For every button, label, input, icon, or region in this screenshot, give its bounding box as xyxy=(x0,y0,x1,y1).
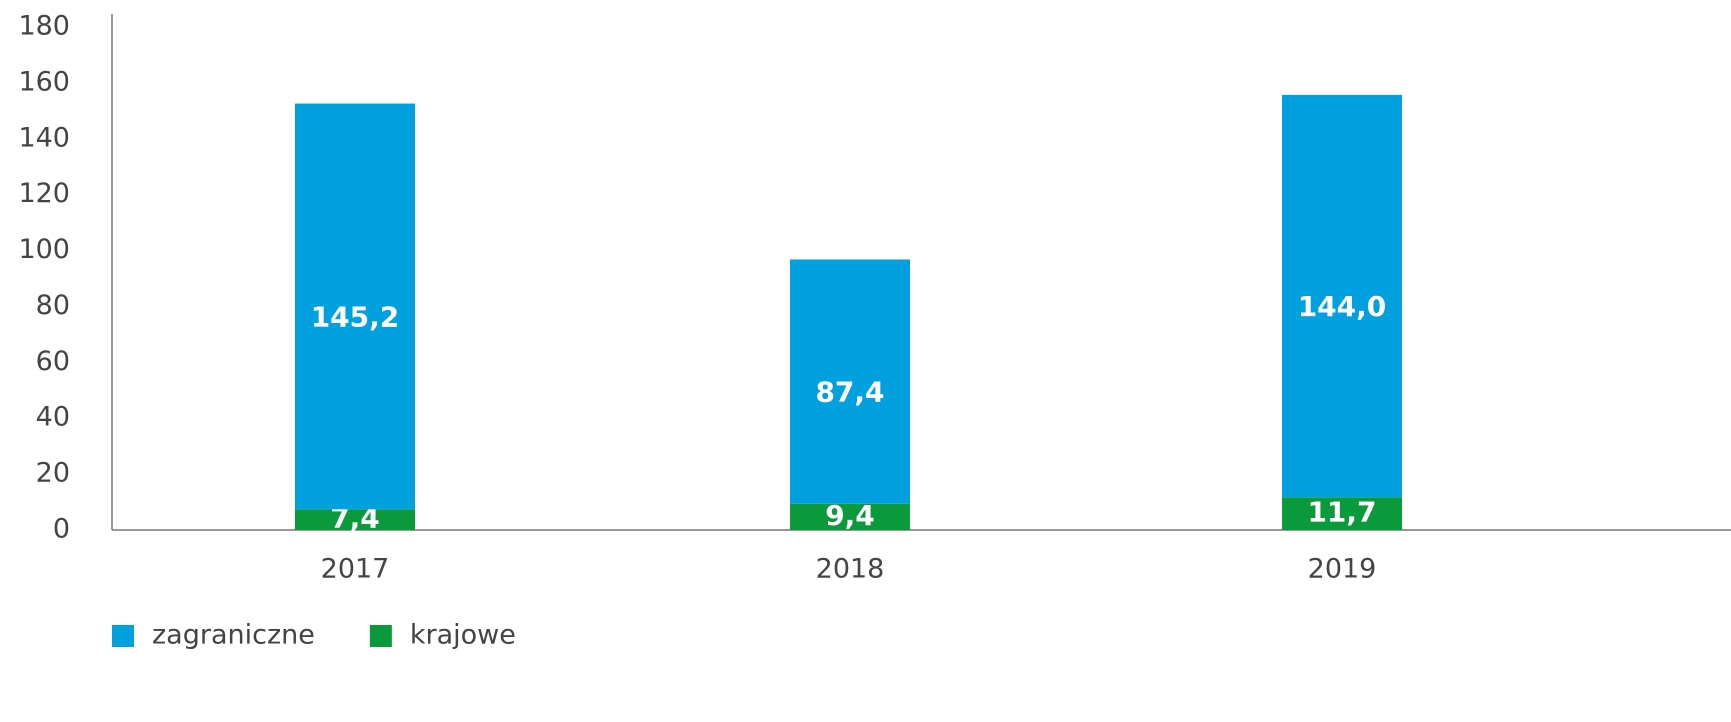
value-label: 11,7 xyxy=(1307,496,1376,529)
legend-label: zagraniczne xyxy=(152,620,315,651)
bar-segment xyxy=(790,503,910,530)
legend-label: krajowe xyxy=(410,620,516,651)
value-label: 87,4 xyxy=(815,376,884,409)
y-tick-label: 160 xyxy=(18,66,70,97)
y-tick-label: 100 xyxy=(18,234,70,265)
legend-swatch xyxy=(369,625,392,647)
y-tick-label: 60 xyxy=(36,346,70,377)
x-tick-label: 2017 xyxy=(321,554,390,585)
y-tick-label: 80 xyxy=(36,290,70,321)
y-tick-label: 120 xyxy=(18,178,70,209)
y-tick-label: 0 xyxy=(53,514,70,545)
bar-segment xyxy=(1282,94,1402,498)
bar-segment xyxy=(1282,497,1402,530)
y-tick-label: 20 xyxy=(36,458,70,489)
x-tick-label: 2018 xyxy=(816,554,885,585)
y-tick-label: 140 xyxy=(18,122,70,153)
bar-segment xyxy=(295,509,415,530)
bar-segment xyxy=(295,103,415,510)
value-label: 145,2 xyxy=(311,300,400,333)
legend-swatch xyxy=(112,625,134,647)
y-tick-label: 40 xyxy=(36,402,70,433)
x-tick-label: 2019 xyxy=(1308,554,1377,585)
y-tick-label: 180 xyxy=(18,11,70,42)
value-label: 144,0 xyxy=(1298,290,1387,323)
bar-segment xyxy=(790,259,910,504)
value-label: 9,4 xyxy=(825,499,875,532)
